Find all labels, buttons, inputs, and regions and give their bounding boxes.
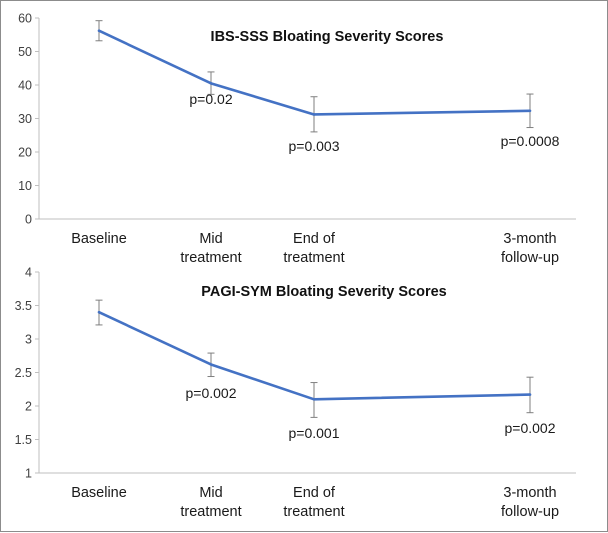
- x-category-label: Baseline: [71, 485, 127, 501]
- p-value-annotation: p=0.0008: [501, 133, 560, 149]
- p-value-annotation: p=0.002: [186, 385, 237, 401]
- y-tick-label: 3: [25, 333, 32, 347]
- x-category-label: End of treatment: [283, 231, 344, 266]
- ibs-sss-chart: 0 10 20 30 40 50 60 Baseline Mid treatment End of t…: [18, 12, 576, 266]
- x-category-label: Baseline: [71, 231, 127, 247]
- y-tick-label: 1.5: [15, 433, 32, 447]
- data-point: [97, 310, 101, 314]
- series-line: [98, 311, 531, 401]
- x-category-label: 3-month follow-up: [501, 485, 559, 520]
- series-line: [98, 29, 531, 116]
- pagi-sym-chart: 1 1.5 2 2.5 3 3.5 4 Baseline Mid treatment End of t…: [15, 266, 576, 520]
- data-point: [312, 113, 316, 116]
- y-tick-label: 0: [25, 213, 32, 227]
- y-tick-label: 50: [18, 45, 32, 59]
- y-tick-label: 60: [18, 12, 32, 26]
- p-value-annotation: p=0.002: [505, 420, 556, 436]
- chart-title: PAGI-SYM Bloating Severity Scores: [201, 284, 447, 300]
- x-category-label: Mid treatment: [180, 231, 241, 266]
- data-point: [209, 82, 213, 85]
- p-value-annotation: p=0.02: [189, 91, 232, 107]
- data-point: [528, 393, 532, 396]
- y-tick-label: 10: [18, 179, 32, 193]
- chart-title: IBS-SSS Bloating Severity Scores: [211, 29, 444, 45]
- y-tick-label: 30: [18, 112, 32, 126]
- data-point: [528, 109, 532, 113]
- p-value-annotation: p=0.001: [289, 425, 340, 441]
- x-category-label: 3-month follow-up: [501, 231, 559, 266]
- x-category-label: Mid treatment: [180, 485, 241, 520]
- y-tick-label: 4: [25, 266, 32, 280]
- x-category-label: End of treatment: [283, 485, 344, 520]
- y-tick-label: 1: [25, 467, 32, 481]
- p-value-annotation: p=0.003: [289, 138, 340, 154]
- data-point: [312, 398, 316, 401]
- data-point: [97, 29, 101, 33]
- y-tick-label: 2.5: [15, 366, 32, 380]
- y-tick-label: 3.5: [15, 299, 32, 313]
- y-tick-label: 2: [25, 400, 32, 414]
- data-point: [209, 363, 213, 366]
- y-tick-label: 20: [18, 146, 32, 160]
- y-tick-label: 40: [18, 79, 32, 93]
